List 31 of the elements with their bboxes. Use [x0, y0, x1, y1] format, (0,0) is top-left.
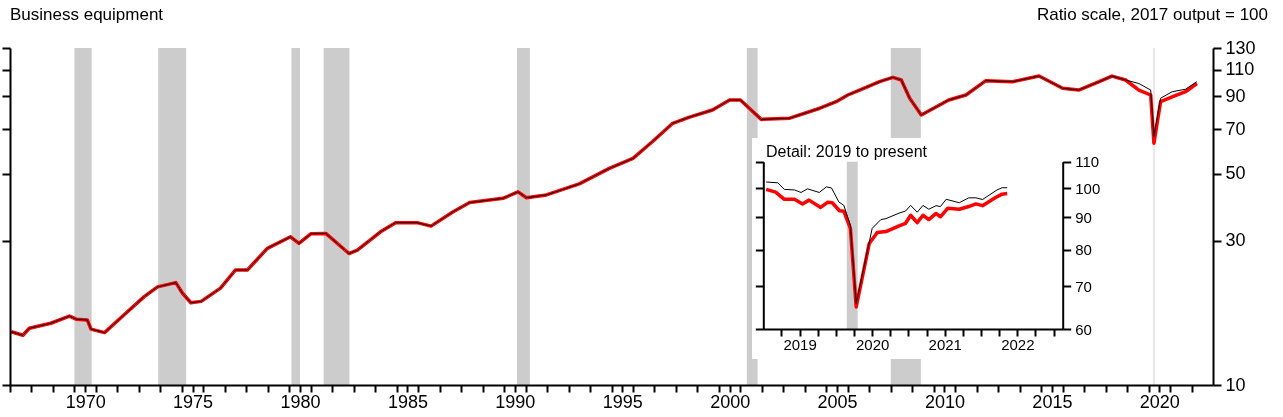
x-tick-label: 2020	[855, 335, 890, 353]
x-tick-label: 2000	[710, 391, 751, 412]
chart-title: Detail: 2019 to present	[766, 143, 928, 160]
x-tick-label: 2019	[783, 335, 817, 353]
x-tick-label: 2021	[928, 335, 962, 353]
x-tick-label: 2010	[924, 391, 965, 412]
x-tick-label: 1995	[602, 391, 643, 412]
y-tick-label: 50	[1225, 163, 1246, 184]
x-tick-label: 1990	[495, 391, 536, 412]
y-tick-label: 80	[1075, 241, 1092, 259]
x-tick-label: 1980	[280, 391, 321, 412]
y-tick-label: 70	[1225, 118, 1246, 139]
x-tick-label: 2020	[1139, 391, 1180, 412]
y-tick-label: 130	[1225, 37, 1256, 58]
x-tick-label: 2005	[817, 391, 858, 412]
y-tick-label: 70	[1075, 277, 1092, 295]
y-tick-label: 90	[1225, 85, 1246, 106]
x-tick-label: 1975	[173, 391, 214, 412]
x-tick-label: 2015	[1032, 391, 1073, 412]
chart-title: Business equipment	[10, 5, 164, 24]
chart-subtitle: Ratio scale, 2017 output = 100	[1036, 5, 1268, 24]
y-tick-label: 110	[1075, 153, 1100, 171]
x-tick-label: 1970	[65, 391, 106, 412]
y-tick-label: 100	[1075, 179, 1101, 197]
y-tick-label: 110	[1225, 59, 1255, 80]
y-tick-label: 60	[1075, 320, 1092, 338]
x-tick-label: 2022	[1001, 335, 1035, 353]
y-tick-label: 90	[1075, 208, 1092, 226]
y-tick-label: 10	[1225, 374, 1246, 395]
x-tick-label: 1985	[387, 391, 428, 412]
y-tick-label: 30	[1225, 230, 1246, 251]
